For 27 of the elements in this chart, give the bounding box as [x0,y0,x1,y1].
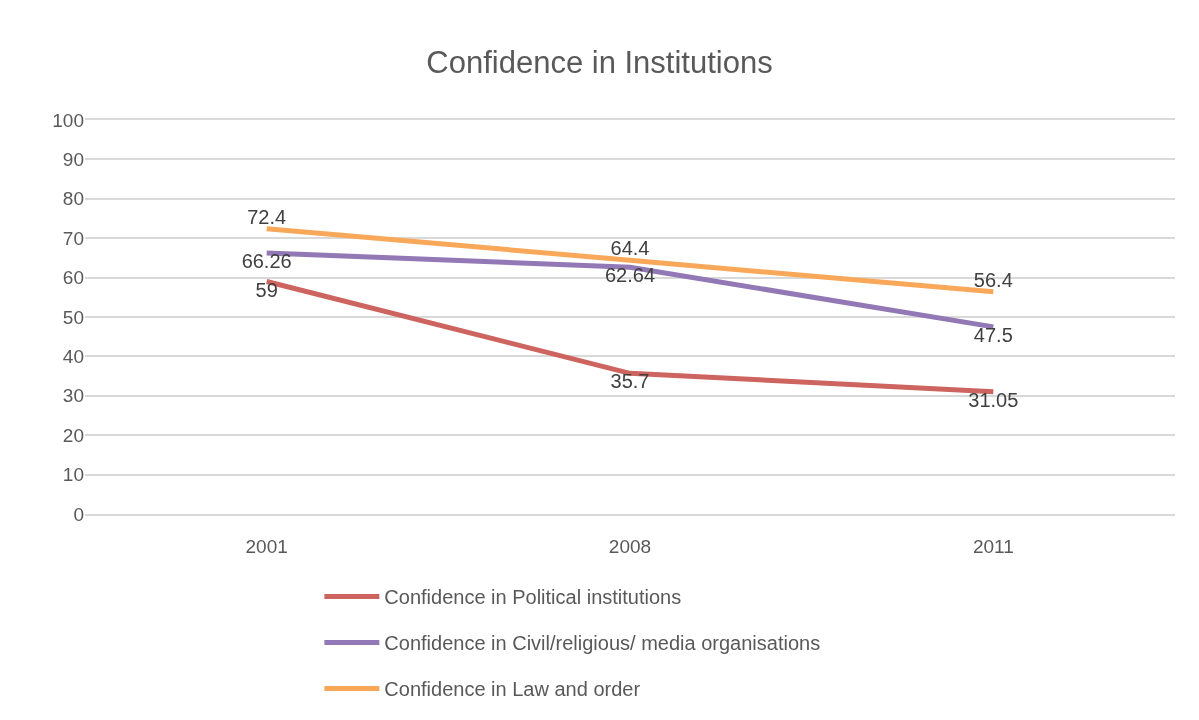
data-label: 59 [255,278,278,301]
y-tick-label: 100 [52,109,84,131]
legend-label: Confidence in Civil/religious/ media organisations [384,632,821,655]
x-tick-label: 2001 [245,535,288,557]
y-tick-label: 20 [62,424,84,446]
y-tick-label: 90 [62,149,84,171]
legend-label: Confidence in Law and order [384,678,641,701]
x-tick-label: 2008 [608,535,652,557]
legend-label: Confidence in Political institutions [384,586,682,609]
data-label: 31.05 [968,388,1019,411]
y-tick-label: 30 [62,385,84,407]
data-label: 35.7 [610,370,650,393]
y-tick-label: 70 [62,227,84,249]
y-tick-label: 60 [62,267,84,289]
y-tick-label: 40 [62,346,84,368]
y-tick-label: 10 [62,464,84,486]
data-label: 62.64 [604,264,656,287]
y-tick-label: 50 [62,306,84,328]
data-label: 72.4 [247,205,287,228]
data-label: 56.4 [973,268,1013,291]
y-tick-label: 80 [62,188,84,210]
y-tick-label: 0 [73,503,84,525]
chart-title: Confidence in Institutions [426,44,773,80]
data-label: 66.26 [241,249,292,272]
x-tick-label: 2011 [972,535,1014,557]
data-label: 47.5 [973,323,1013,346]
data-label: 64.4 [610,237,650,260]
